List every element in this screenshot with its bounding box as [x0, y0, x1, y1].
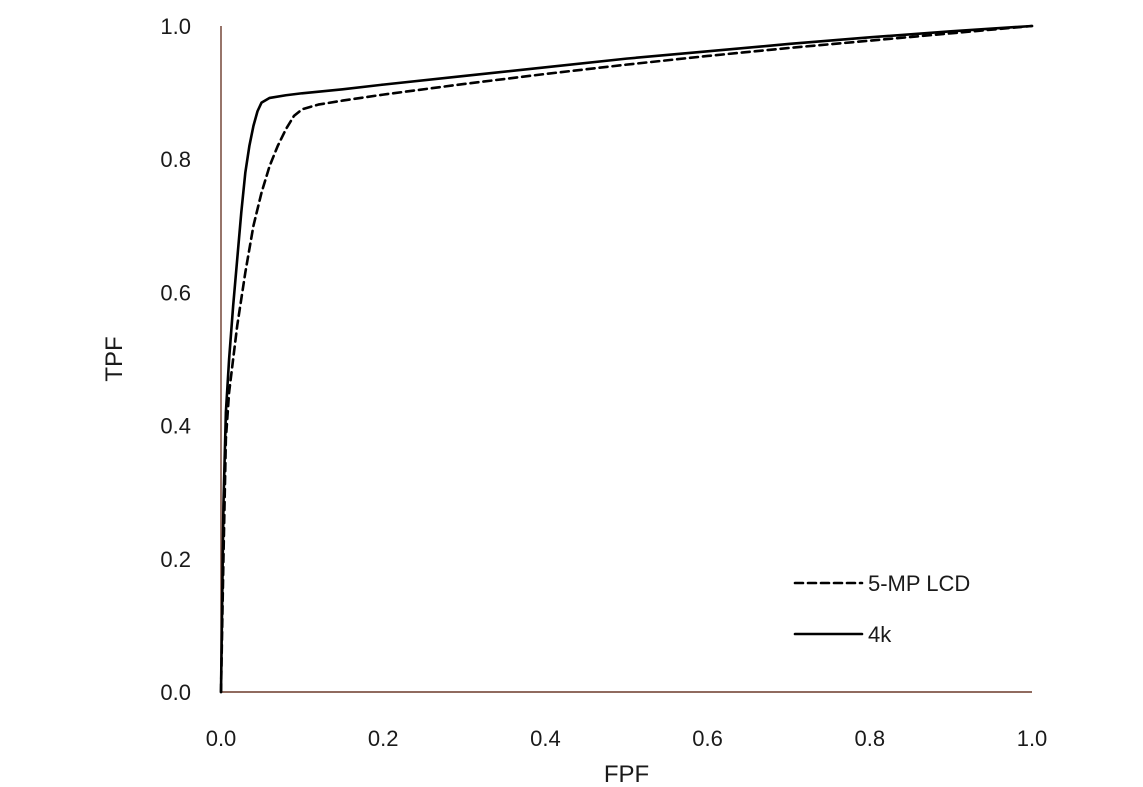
y-tick-label: 0.4	[160, 414, 191, 439]
legend-label-4k: 4k	[868, 622, 892, 647]
legend-label-5mp-lcd: 5-MP LCD	[868, 571, 970, 596]
y-tick-labels: 0.0 0.2 0.4 0.6 0.8 1.0	[160, 14, 191, 705]
x-tick-label: 0.8	[855, 726, 886, 751]
y-tick-label: 0.6	[160, 280, 191, 305]
x-axis-title: FPF	[604, 761, 649, 787]
x-tick-label: 0.6	[692, 726, 723, 751]
y-tick-label: 0.8	[160, 147, 191, 172]
y-tick-label: 0.0	[160, 680, 191, 705]
y-axis-title: TPF	[101, 336, 128, 381]
x-tick-label: 0.4	[530, 726, 561, 751]
legend-item-1: 4k	[795, 622, 892, 647]
x-tick-label: 0.2	[368, 726, 399, 751]
y-tick-label: 0.2	[160, 547, 191, 572]
x-tick-labels: 0.0 0.2 0.4 0.6 0.8 1.0	[206, 726, 1048, 751]
legend-item-0: 5-MP LCD	[795, 571, 970, 596]
legend: 5-MP LCD 4k	[795, 571, 970, 647]
y-tick-label: 1.0	[160, 14, 191, 39]
x-tick-label: 1.0	[1017, 726, 1048, 751]
x-tick-label: 0.0	[206, 726, 237, 751]
